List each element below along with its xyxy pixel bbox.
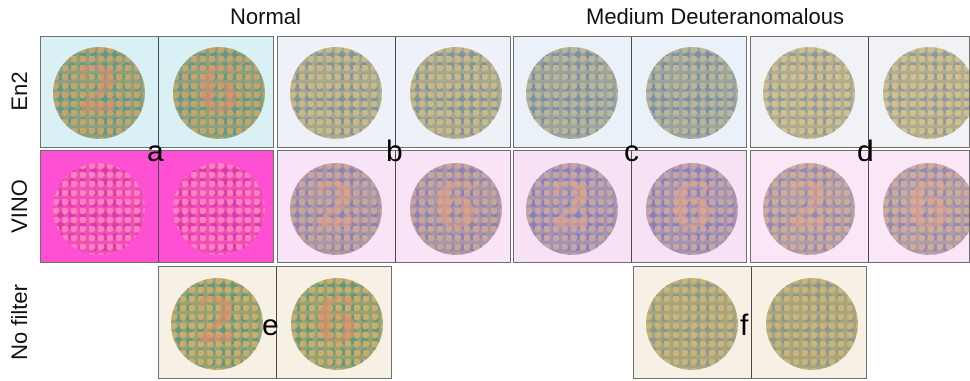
plate-digit: 6 [907,169,951,242]
panel-vino-deut-d: 2 6 [750,150,970,263]
panel-en2-normal: 2 6 [40,36,274,148]
ishihara-plate-2: 2 [763,163,855,255]
plate-digit: 6 [315,284,359,357]
panel-label-e: e [262,309,279,342]
ishihara-plate-6: 6 [173,47,265,139]
panel-label-a: a [147,135,164,168]
column-title-normal: Normal [230,4,301,29]
ishihara-plate [883,47,969,139]
plate-digit: 6 [197,53,241,126]
panel-label-c: c [624,135,639,168]
plate-digit: 2 [550,169,594,242]
ishihara-plate [763,47,855,139]
column-title-deuteranomalous: Medium Deuteranomalous [586,4,845,29]
plate-digit: 2 [77,53,121,126]
plate-digit: 2 [314,169,358,242]
row-label-en2: En2 [7,71,32,111]
panel-en2-deut-d [750,36,970,148]
ishihara-plate [290,47,382,139]
ishihara-plate [766,278,858,370]
panel-vino-normal [40,150,274,263]
panel-label-f: f [740,309,749,342]
ishihara-plate [53,163,145,255]
panel-vino-deut-c: 2 6 [513,150,747,263]
panel-vino-deut-b: 2 6 [277,150,511,263]
ishihara-plate [526,47,618,139]
ishihara-plate [646,278,738,370]
ishihara-plate [646,47,738,139]
panel-en2-deut-b [277,36,511,148]
plate-digit: 2 [787,169,831,242]
ishihara-plate-6: 6 [646,163,738,255]
panel-no-filter-deut [633,266,867,379]
ishihara-plate-6: 6 [291,278,383,370]
row-label-vino: VINO [7,179,32,233]
panel-label-d: d [857,135,874,168]
ishihara-plate [173,163,265,255]
plate-digit: 2 [195,284,239,357]
row-label-no-filter: No filter [7,284,32,360]
ishihara-plate-2: 2 [526,163,618,255]
plate-digit: 6 [670,169,714,242]
ishihara-plate [410,47,502,139]
panel-label-b: b [386,135,403,168]
ishihara-plate-6: 6 [410,163,502,255]
plate-digit: 6 [434,169,478,242]
ishihara-plate-2: 2 [290,163,382,255]
panel-no-filter-normal: 2 6 [158,266,392,379]
panel-en2-deut-c [513,36,747,148]
ishihara-plate-2: 2 [171,278,263,370]
ishihara-plate-6: 6 [883,163,969,255]
ishihara-plate-2: 2 [53,47,145,139]
